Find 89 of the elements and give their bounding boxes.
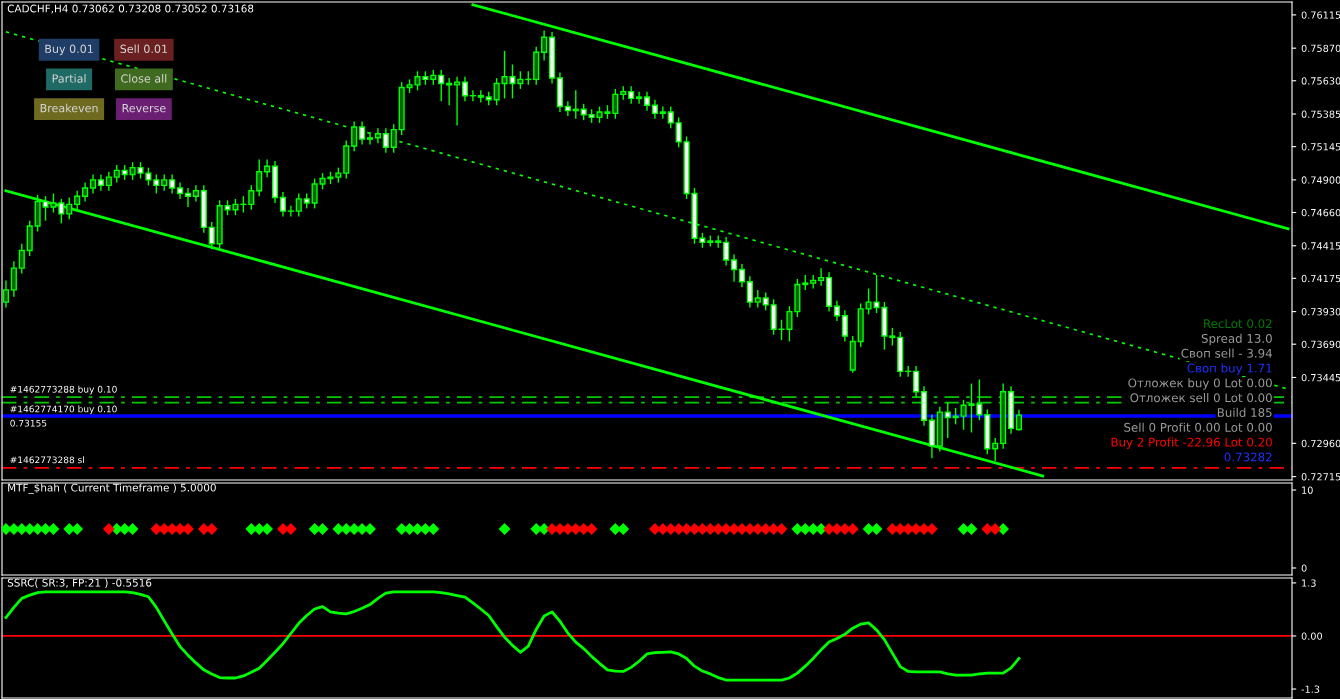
annotation: Build 185 (1217, 407, 1272, 417)
y-tick-label: 0.74660 (1301, 208, 1340, 217)
annotation: Buy 2 Profit -22.96 Lot 0.20 (1111, 437, 1272, 449)
candlestick (541, 29, 548, 62)
candlestick (913, 365, 920, 398)
candlestick (612, 88, 619, 120)
y-tick-label: 0.73930 (1301, 308, 1340, 316)
chart-title: SSRC( SR:3, FP:21 ) -0.5516 (7, 578, 152, 588)
candlestick (636, 90, 643, 105)
chart-title: CADCHF,H4 0.73062 0.73208 0.73052 0.73168 (7, 4, 254, 14)
y-tick-label: 0.75385 (1301, 110, 1340, 118)
candlestick (833, 300, 841, 322)
candlestick (287, 204, 294, 218)
candlestick (944, 401, 951, 439)
candlestick (10, 260, 17, 298)
candlestick (184, 187, 192, 208)
candlestick (89, 173, 97, 195)
candlestick (461, 75, 469, 102)
annotation: Spread 13.0 (1201, 333, 1272, 346)
candlestick (738, 263, 746, 288)
annotation: RecLot 0.02 (1204, 319, 1272, 329)
candlestick (723, 236, 730, 267)
candlestick (351, 120, 358, 153)
annotation: Sell 0.01 (120, 44, 168, 54)
y-tick-label: 0.74415 (1301, 242, 1340, 250)
candlestick (66, 196, 73, 220)
annotation: Partial (52, 74, 86, 83)
annotation: Reverse (122, 104, 166, 113)
candlestick (279, 191, 287, 218)
candlestick (818, 267, 825, 287)
candlestick (675, 116, 682, 148)
candlestick (730, 253, 738, 283)
candlestick (453, 75, 461, 127)
annotation: Своп buy 1.71 (1187, 363, 1272, 375)
candlestick (248, 184, 255, 211)
line-series (4, 590, 1021, 682)
ref-line-label: #1462773288 buy 0.10 (10, 385, 117, 395)
annotation: 0.73282 (1224, 452, 1272, 462)
y-tick-label: 0.73690 (1301, 340, 1340, 349)
candlestick (992, 437, 999, 462)
y-tick-label: 0.75630 (1301, 77, 1340, 85)
y-tick-label: 0.74175 (1301, 274, 1340, 283)
annotation: Sell 0 Profit 0.00 Lot 0.00 (1124, 422, 1272, 432)
ref-line-label: #1462773288 sl (10, 456, 84, 464)
ref-line-label: 0.73155 (10, 419, 47, 427)
candlestick (1015, 408, 1023, 432)
y-tick-label: 0.74900 (1301, 176, 1340, 184)
candlestick (256, 158, 263, 197)
candlestick (359, 120, 366, 146)
y-tick-label: 0 (1301, 564, 1307, 572)
annotation: Отложек sell 0 Lot 0.00 (1130, 393, 1272, 403)
y-tick-label: 1.3 (1302, 579, 1316, 587)
annotation: Своп sell - 3.94 (1181, 348, 1272, 358)
candlestick (18, 243, 25, 275)
candlestick (366, 131, 374, 146)
y-tick-label: 0.72715 (1301, 473, 1340, 481)
y-tick-label: 0.75870 (1301, 44, 1340, 52)
annotation: Buy 0.01 (45, 44, 93, 56)
y-tick-label: -1.3 (1301, 685, 1320, 693)
annotation: Breakeven (40, 103, 98, 113)
candlestick (382, 127, 389, 154)
candlestick (295, 192, 302, 218)
candlestick (153, 173, 160, 195)
candlestick (438, 69, 445, 102)
y-tick-label: 0.72960 (1301, 439, 1340, 448)
candlestick (2, 279, 10, 309)
candlestick (841, 309, 848, 343)
candlestick (667, 105, 674, 129)
annotation: Close all (121, 74, 167, 83)
candlestick (169, 173, 176, 195)
candlestick (390, 123, 397, 154)
candlestick (105, 171, 112, 192)
candlestick (374, 127, 381, 144)
y-tick-label: 0.75145 (1301, 143, 1340, 151)
y-tick-label: 0.73445 (1301, 373, 1340, 382)
candlestick (659, 105, 666, 120)
candlestick (208, 221, 215, 250)
chart-title: MTF_$hah ( Current Timeframe ) 5.0000 (8, 483, 216, 494)
candlestick (446, 77, 453, 106)
candlestick (564, 100, 571, 117)
candlestick (746, 275, 753, 309)
ref-line-label: #1462774170 buy 0.10 (10, 405, 117, 415)
annotation: Отложек buy 0 Lot 0.00 (1128, 378, 1272, 390)
candlestick (643, 90, 651, 112)
candlestick (82, 181, 89, 203)
y-tick-label: 0.00 (1301, 632, 1323, 640)
candlestick (651, 99, 658, 120)
y-tick-label: 10 (1302, 486, 1313, 494)
y-tick-label: 0.76115 (1301, 11, 1340, 19)
